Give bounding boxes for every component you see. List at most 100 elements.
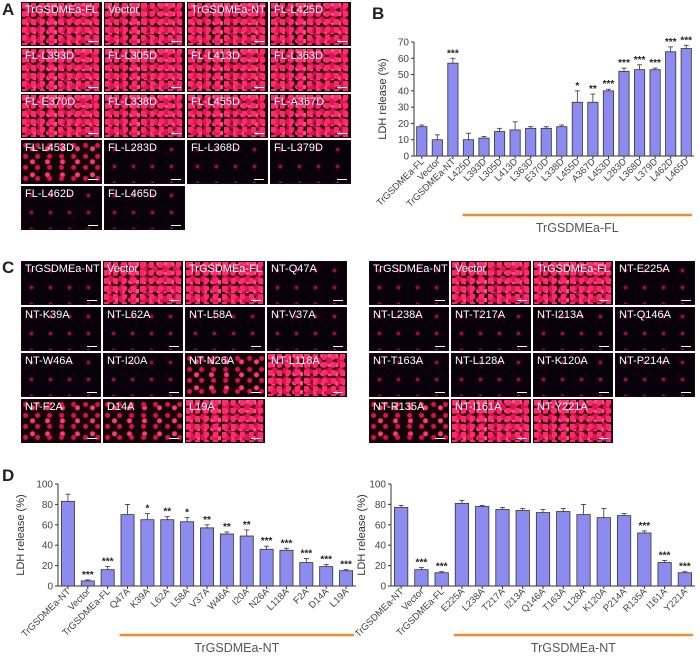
panel-letter-d: D: [2, 466, 15, 485]
bar: [394, 507, 409, 587]
bar: [416, 126, 428, 157]
panel-c-right-tile: NT-T217A: [451, 307, 531, 351]
significance-label: ***: [82, 570, 94, 581]
x-tick-label: W46A: [206, 586, 233, 613]
panel-c-right-tile: NT-P214A: [615, 353, 695, 397]
significance-label: ***: [634, 55, 646, 66]
scale-bar: [333, 346, 343, 347]
x-tick-label: L58A: [169, 586, 193, 610]
bar: [576, 514, 591, 587]
bar: [634, 69, 646, 157]
scale-bar: [171, 133, 181, 134]
panel-a-tile: TrGSDMEa-FL: [21, 2, 102, 46]
panel-c-left-tile: NT-L58A: [185, 307, 265, 351]
scale-bar: [254, 41, 264, 42]
significance-label: ***: [320, 555, 332, 566]
panel-a-tile: FL-L393D: [21, 48, 102, 92]
panel-c-right-tile-label: NT-L128A: [455, 355, 505, 367]
panel-a-tile: Vector: [104, 2, 185, 46]
bar: [80, 580, 95, 587]
bar: [637, 532, 652, 587]
y-tick-label: 80: [42, 500, 54, 511]
panel-letter-b: B: [372, 4, 385, 23]
y-tick-label: 40: [42, 541, 54, 552]
panel-a-tile: FL-L363D: [270, 48, 351, 92]
panel-c-right-tile: NT-I161A: [451, 399, 531, 443]
panel-c-left-tile-label: NT-I20A: [107, 355, 148, 367]
panel-c-left-tile: NT-V37A: [267, 307, 347, 351]
bar: [431, 139, 443, 157]
x-tick-label: R135A: [621, 586, 650, 615]
panel-c-left-tile: NT-L62A: [103, 307, 183, 351]
panel-a-tile: FL-L379D: [270, 140, 351, 184]
panel-a-tile: FL-L465D: [104, 186, 185, 230]
panel-c-right-tile-label: NT-K120A: [537, 355, 588, 367]
bar: [259, 548, 274, 587]
bar: [677, 572, 692, 587]
panel-c-left-tile-label: TrGSDMEa-NT: [25, 263, 100, 275]
x-tick-label: L118A: [265, 586, 292, 613]
panel-c-left-tile: NT-F2A: [21, 399, 101, 443]
scale-bar: [87, 346, 97, 347]
significance-label: *: [145, 504, 149, 515]
significance-label: ***: [416, 558, 428, 569]
scale-bar: [88, 225, 98, 226]
panel-c-right-tile-label: NT-L238A: [373, 309, 423, 321]
panel-c-right-tile: NT-R135A: [369, 399, 449, 443]
scale-bar: [599, 392, 609, 393]
scale-bar: [337, 87, 347, 88]
bar: [279, 549, 294, 587]
significance-label: ***: [649, 58, 661, 69]
panel-a-tile-label: FL-L338D: [108, 96, 157, 108]
panel-c-left-tile-label: NT-W46A: [25, 355, 73, 367]
scale-bar: [88, 41, 98, 42]
scale-bar: [599, 300, 609, 301]
bar: [100, 569, 115, 587]
panel-a-tile-label: FL-L305D: [108, 50, 157, 62]
scale-bar: [87, 438, 97, 439]
y-tick-label: 0: [403, 152, 409, 163]
x-tick-label: D14A: [307, 586, 332, 611]
panel-a-tile-label: FL-L453D: [25, 142, 74, 154]
y-axis-label: LDH release (%): [356, 494, 368, 575]
scale-bar: [251, 300, 261, 301]
bar: [665, 51, 677, 157]
bar: [454, 502, 470, 587]
scale-bar: [517, 438, 527, 439]
panel-c-left-tile: TrGSDMEa-NT: [21, 261, 101, 305]
panel-c-left-tile-label: Vector: [107, 263, 139, 275]
panel-c-right-tile-label: NT-Q146A: [619, 309, 671, 321]
panel-a-tile: FL-L425D: [270, 2, 351, 46]
bar: [525, 127, 537, 157]
bar: [535, 512, 551, 587]
bar: [475, 506, 490, 587]
bar: [239, 535, 254, 587]
bar: [478, 137, 490, 157]
bar: [495, 509, 510, 587]
significance-label: ***: [436, 562, 448, 573]
significance-label: ***: [680, 35, 692, 46]
panel-c-left-tile-label: NT-F2A: [25, 401, 63, 413]
significance-label: **: [203, 515, 211, 526]
panel-a-tile: FL-L413D: [187, 48, 268, 92]
panel-c-right-tile-label: NT-T163A: [373, 355, 424, 367]
panel-c-left-tile: L19A: [185, 399, 265, 443]
panel-c-right-tile: NT-Q146A: [615, 307, 695, 351]
panel-c-left-tile-label: NT-L118A: [271, 355, 320, 367]
bar: [657, 562, 672, 587]
significance-label: **: [243, 520, 251, 531]
significance-label: ***: [447, 48, 459, 59]
panel-a-tile-label: Vector: [108, 4, 140, 16]
bar: [219, 533, 234, 587]
scale-bar: [681, 346, 691, 347]
x-tick-label: Y221A: [662, 586, 690, 614]
panel-c-right-tile: NT-L238A: [369, 307, 449, 351]
bar: [587, 101, 599, 157]
panel-c-right-tile-label: NT-I161A: [455, 401, 502, 413]
panel-c-right-tile: NT-K120A: [533, 353, 613, 397]
significance-label: *: [575, 81, 579, 92]
bar: [602, 90, 614, 157]
scale-bar: [87, 300, 97, 301]
bar: [434, 572, 449, 587]
significance-label: ***: [659, 551, 671, 562]
